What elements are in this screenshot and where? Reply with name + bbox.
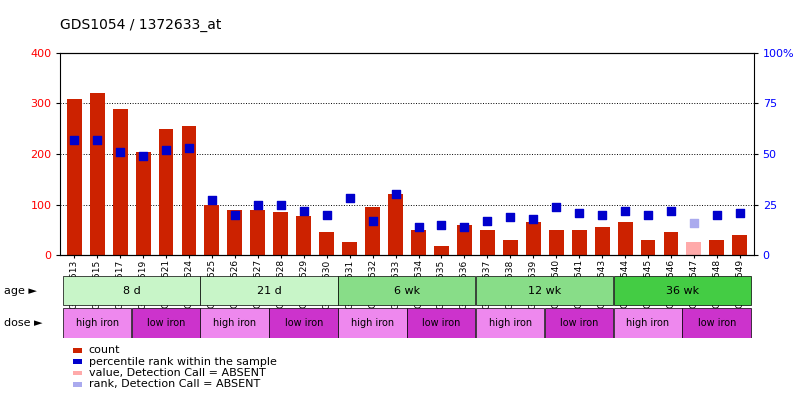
Point bbox=[504, 213, 517, 220]
Bar bbox=[388, 194, 403, 255]
Bar bbox=[131, 309, 200, 338]
Bar bbox=[273, 212, 289, 255]
Point bbox=[619, 207, 632, 214]
Text: GDS1054 / 1372633_at: GDS1054 / 1372633_at bbox=[60, 18, 222, 32]
Bar bbox=[503, 240, 517, 255]
Bar bbox=[526, 222, 541, 255]
Bar bbox=[339, 309, 406, 338]
Bar bbox=[617, 222, 633, 255]
Point bbox=[710, 211, 723, 218]
Point bbox=[481, 217, 494, 224]
Bar bbox=[595, 227, 609, 255]
Point bbox=[458, 224, 471, 230]
Bar bbox=[343, 243, 357, 255]
Bar bbox=[159, 129, 173, 255]
Point bbox=[664, 207, 677, 214]
Point bbox=[114, 149, 127, 155]
Point bbox=[527, 215, 540, 222]
Bar bbox=[683, 309, 751, 338]
Text: 36 wk: 36 wk bbox=[666, 286, 699, 296]
Point bbox=[366, 217, 379, 224]
Text: high iron: high iron bbox=[76, 318, 118, 328]
Bar bbox=[365, 207, 380, 255]
Bar bbox=[135, 152, 151, 255]
Point bbox=[642, 211, 654, 218]
Bar bbox=[319, 232, 334, 255]
Bar bbox=[63, 309, 131, 338]
Bar bbox=[201, 309, 269, 338]
Bar bbox=[545, 309, 613, 338]
Bar bbox=[113, 109, 127, 255]
Point bbox=[182, 145, 195, 151]
Text: 21 d: 21 d bbox=[257, 286, 281, 296]
Text: age ►: age ► bbox=[4, 286, 37, 296]
Text: dose ►: dose ► bbox=[4, 318, 43, 328]
Bar bbox=[269, 309, 338, 338]
Bar bbox=[457, 225, 472, 255]
Point bbox=[596, 211, 609, 218]
Point bbox=[91, 136, 104, 143]
Point bbox=[550, 203, 563, 210]
Text: high iron: high iron bbox=[488, 318, 532, 328]
Point bbox=[251, 201, 264, 208]
Bar bbox=[251, 210, 265, 255]
Bar bbox=[709, 240, 725, 255]
Bar bbox=[641, 240, 655, 255]
Bar bbox=[733, 235, 747, 255]
Text: low iron: low iron bbox=[560, 318, 598, 328]
Text: 6 wk: 6 wk bbox=[394, 286, 420, 296]
Text: count: count bbox=[89, 345, 120, 355]
Bar bbox=[476, 309, 544, 338]
Point bbox=[68, 136, 81, 143]
Point bbox=[435, 222, 448, 228]
Bar bbox=[227, 210, 243, 255]
Bar bbox=[613, 276, 751, 305]
Point bbox=[160, 147, 172, 153]
Point bbox=[573, 209, 586, 216]
Text: 8 d: 8 d bbox=[123, 286, 140, 296]
Text: rank, Detection Call = ABSENT: rank, Detection Call = ABSENT bbox=[89, 379, 260, 389]
Bar bbox=[201, 276, 338, 305]
Text: percentile rank within the sample: percentile rank within the sample bbox=[89, 357, 276, 367]
Bar bbox=[89, 93, 105, 255]
Point bbox=[206, 197, 218, 204]
Bar bbox=[476, 276, 613, 305]
Bar bbox=[434, 246, 449, 255]
Text: high iron: high iron bbox=[351, 318, 394, 328]
Bar bbox=[205, 205, 219, 255]
Bar bbox=[411, 230, 426, 255]
Bar bbox=[549, 230, 563, 255]
Text: high iron: high iron bbox=[214, 318, 256, 328]
Bar bbox=[480, 230, 495, 255]
Point bbox=[320, 211, 333, 218]
Bar bbox=[571, 230, 587, 255]
Point bbox=[137, 153, 150, 159]
Bar bbox=[181, 126, 197, 255]
Point bbox=[412, 224, 425, 230]
Bar bbox=[67, 99, 81, 255]
Bar bbox=[663, 232, 679, 255]
Text: low iron: low iron bbox=[422, 318, 461, 328]
Bar bbox=[613, 309, 682, 338]
Bar bbox=[339, 276, 476, 305]
Bar bbox=[687, 243, 701, 255]
Point bbox=[733, 209, 746, 216]
Bar bbox=[63, 276, 200, 305]
Point bbox=[228, 211, 241, 218]
Text: low iron: low iron bbox=[147, 318, 185, 328]
Point bbox=[274, 201, 287, 208]
Point bbox=[343, 195, 356, 202]
Text: low iron: low iron bbox=[285, 318, 323, 328]
Point bbox=[297, 207, 310, 214]
Text: low iron: low iron bbox=[698, 318, 736, 328]
Bar bbox=[297, 215, 311, 255]
Text: 12 wk: 12 wk bbox=[528, 286, 561, 296]
Point bbox=[688, 220, 700, 226]
Bar bbox=[407, 309, 476, 338]
Text: high iron: high iron bbox=[626, 318, 670, 328]
Point bbox=[389, 191, 402, 198]
Text: value, Detection Call = ABSENT: value, Detection Call = ABSENT bbox=[89, 368, 265, 378]
